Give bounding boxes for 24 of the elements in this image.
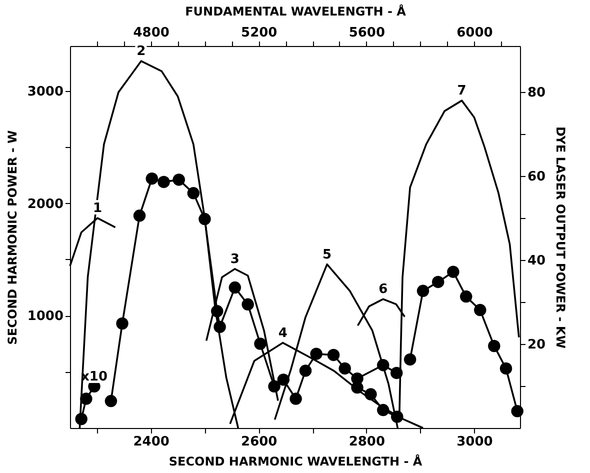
- y2-tick-label: 20: [528, 338, 546, 353]
- y-tick-label: 3000: [27, 84, 64, 100]
- y-tick-label: 2000: [27, 196, 64, 212]
- series-label: 5: [322, 247, 332, 262]
- x2-tick-label: 4800: [133, 26, 170, 40]
- x-axis-title: SECOND HARMONIC WAVELENGTH - Å: [168, 454, 423, 468]
- x-tick-label: 2400: [133, 434, 170, 450]
- y-axis-title: SECOND HARMONIC POWER - W: [5, 130, 20, 345]
- y2-tick-label: 40: [528, 254, 546, 269]
- x2-axis-title: FUNDAMENTAL WAVELENGTH - Å: [185, 4, 407, 18]
- series-label: 3: [230, 252, 240, 267]
- y2-axis-title: DYE LASER OUTPUT POWER - KW: [554, 126, 568, 348]
- y-tick-label: 1000: [27, 309, 64, 324]
- series-label: 4: [278, 326, 288, 341]
- x-tick-label: 2600: [241, 434, 278, 450]
- x-tick-label: 2800: [348, 434, 385, 450]
- y2-tick-label: 80: [528, 86, 546, 101]
- series-label: 6: [378, 282, 388, 298]
- series-label: 7: [457, 84, 466, 99]
- x2-tick-label: 6000: [456, 26, 493, 40]
- x-tick-label: 3000: [456, 434, 493, 450]
- x2-tick-label: 5200: [241, 26, 278, 40]
- x2-tick-label: 5600: [348, 26, 385, 40]
- y2-tick-label: 60: [528, 170, 546, 185]
